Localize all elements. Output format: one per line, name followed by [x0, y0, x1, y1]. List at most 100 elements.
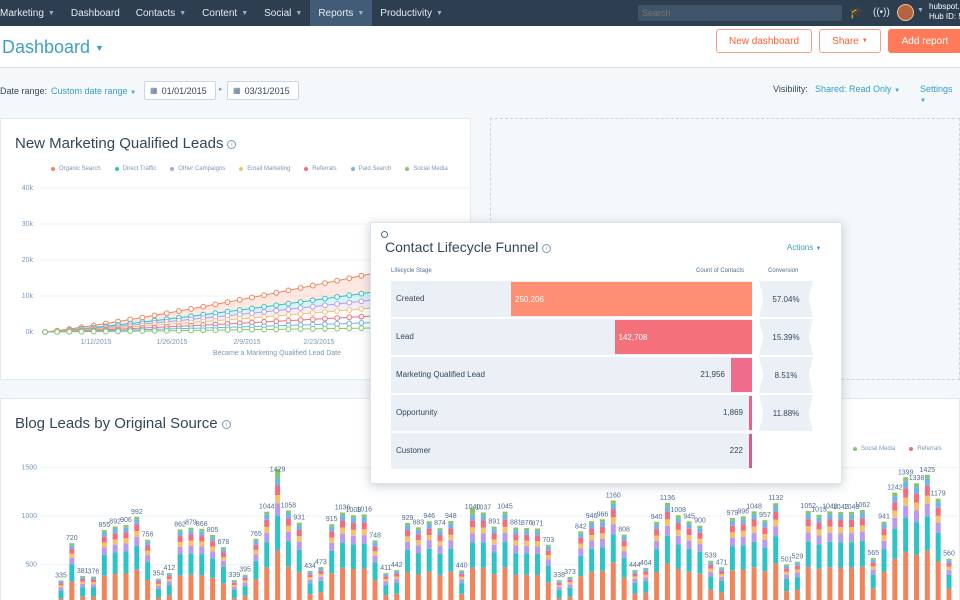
funnel-count-value: 142,708 [618, 333, 648, 342]
bar-value-label: 931 [293, 515, 305, 522]
bar-segment [394, 593, 400, 600]
bar-segment [643, 581, 649, 593]
data-point [285, 287, 292, 294]
bar-segment [675, 515, 681, 519]
bar-segment [924, 550, 930, 600]
nav-item-contacts[interactable]: Contacts ▼ [128, 0, 194, 26]
info-icon[interactable]: i [221, 419, 231, 429]
bar-segment [892, 528, 898, 559]
bar-value-label: 1042 [833, 504, 849, 511]
bar-segment [448, 521, 454, 524]
data-point [212, 301, 219, 308]
funnel-row[interactable]: Opportunity 1,869 [391, 395, 752, 431]
bar-value-label: 335 [55, 573, 67, 580]
nav-item-reports[interactable]: Reports ▼ [310, 0, 373, 26]
bar-segment [394, 582, 400, 594]
legend-label: Organic Search [59, 166, 101, 172]
legend-item[interactable]: Social Media [853, 446, 895, 452]
bar-segment [166, 595, 172, 600]
bar-segment [502, 511, 508, 515]
info-icon[interactable]: i [227, 139, 237, 149]
bar-segment [740, 519, 746, 525]
lifecycle-funnel-card[interactable]: Contact Lifecycle Funnel i Actions ▼ Life… [370, 222, 842, 484]
graduation-cap-icon[interactable]: 🎓 [849, 5, 864, 19]
legend-item[interactable]: Referrals [304, 166, 337, 172]
bar-segment [589, 521, 595, 524]
bar-value-label: 1338 [909, 475, 925, 482]
legend-item[interactable]: Social Media [405, 166, 448, 172]
page-title[interactable]: Dashboard [2, 37, 91, 57]
bar-segment [166, 581, 172, 586]
bar-segment [838, 527, 844, 534]
data-point [175, 327, 182, 334]
bar-segment [491, 539, 497, 545]
drag-handle-icon[interactable] [381, 231, 388, 238]
bar-segment [578, 531, 584, 534]
bar-value-label: 434 [304, 563, 316, 570]
funnel-row[interactable]: Marketing Qualified Lead 21,956 [391, 357, 752, 393]
nav-item-social[interactable]: Social ▼ [256, 0, 310, 26]
y-tick-label: 1500 [21, 465, 37, 472]
bar-segment [58, 598, 64, 600]
bar-segment [502, 567, 508, 600]
data-point [273, 326, 280, 333]
bar-segment [415, 527, 421, 530]
funnel-row[interactable]: Created 250,206 [391, 281, 752, 317]
legend-item[interactable]: Referrals [909, 446, 942, 452]
bar-segment [405, 525, 411, 531]
bar-segment [903, 505, 909, 519]
bar-value-label: 946 [423, 513, 435, 520]
funnel-row[interactable]: Lead 142,708 [391, 319, 752, 355]
bar-segment [719, 581, 725, 593]
bar-value-label: 1016 [356, 506, 372, 513]
nav-item-dashboard[interactable]: Dashboard [63, 0, 128, 26]
data-point [322, 295, 328, 302]
date-range-select[interactable]: Custom date range ▼ [51, 86, 136, 96]
bar-segment [166, 576, 172, 580]
bar-segment [729, 537, 735, 547]
start-date-field[interactable]: ▦ 01/01/2015 [144, 81, 216, 100]
bar-segment [210, 541, 216, 547]
bar-segment [805, 519, 811, 527]
bar-value-label: 879 [185, 520, 197, 527]
bar-segment [480, 542, 486, 568]
broadcast-icon[interactable]: ((•)) [873, 7, 890, 18]
legend-label: Referrals [312, 166, 337, 172]
visibility-select[interactable]: Shared: Read Only ▼ [815, 84, 900, 94]
bar-segment [394, 571, 400, 574]
bar-segment [426, 548, 432, 572]
nav-item-productivity[interactable]: Productivity ▼ [372, 0, 451, 26]
nav-item-marketing[interactable]: Marketing ▼ [0, 0, 63, 26]
add-report-button[interactable]: Add report [888, 29, 960, 53]
info-icon[interactable]: i [542, 243, 552, 253]
global-search-input[interactable] [638, 5, 842, 21]
conversion-rate-badge: 8.51% [759, 357, 813, 393]
bar-segment [545, 555, 551, 560]
account-info[interactable]: hubspot. Hub ID: 5 [929, 2, 960, 22]
chevron-down-icon[interactable]: ▼ [917, 7, 924, 14]
share-button[interactable]: Share ▼ [819, 29, 881, 53]
settings-menu[interactable]: Settings ▼ [920, 84, 960, 104]
bar-segment [675, 523, 681, 530]
legend-item[interactable]: Direct Traffic [114, 166, 156, 172]
end-date-field[interactable]: ▦ 03/31/2015 [227, 81, 299, 100]
bar-value-label: 529 [792, 554, 804, 561]
nav-item-content[interactable]: Content ▼ [194, 0, 256, 26]
bar-value-label: 940 [651, 514, 663, 521]
bar-segment [751, 541, 757, 568]
bar-segment [329, 531, 335, 538]
bar-segment [58, 581, 64, 584]
legend-item[interactable]: Email Marketing [239, 166, 290, 172]
legend-item[interactable]: Other Campaigns [170, 166, 225, 172]
bar-segment [643, 571, 649, 575]
new-dashboard-button[interactable]: New dashboard [716, 29, 812, 53]
chevron-down-icon[interactable]: ▼ [95, 43, 104, 53]
actions-menu[interactable]: Actions ▼ [787, 243, 821, 252]
avatar[interactable] [897, 4, 914, 21]
legend-item[interactable]: Paid Search [350, 166, 391, 172]
start-date-value: 01/01/2015 [161, 85, 207, 96]
data-point [102, 328, 109, 335]
bar-segment [296, 536, 302, 542]
funnel-row[interactable]: Customer 222 [391, 433, 752, 469]
legend-item[interactable]: Organic Search [51, 166, 101, 172]
